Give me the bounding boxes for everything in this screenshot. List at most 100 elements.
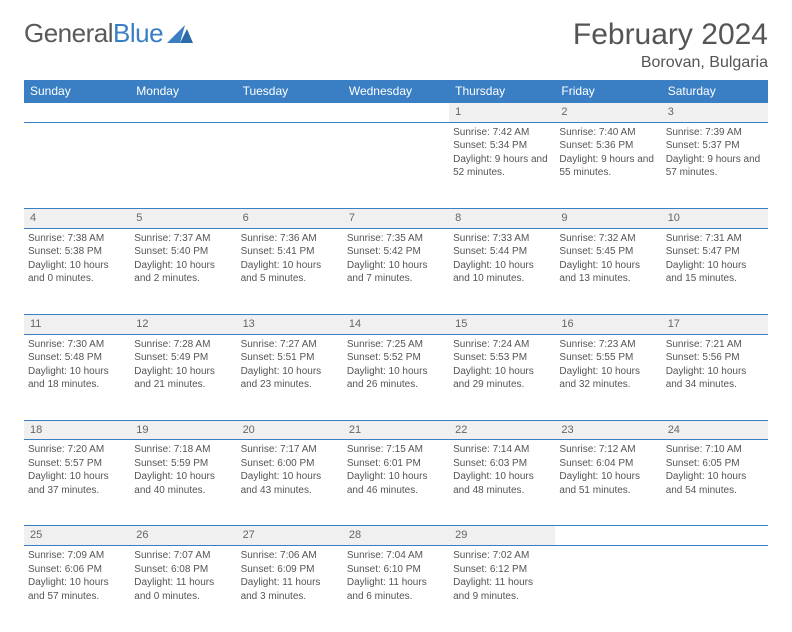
day-info-cell: Sunrise: 7:27 AMSunset: 5:51 PMDaylight:… (237, 334, 343, 420)
sunset-line: Sunset: 5:59 PM (134, 457, 232, 471)
day-info-cell: Sunrise: 7:20 AMSunset: 5:57 PMDaylight:… (24, 440, 130, 526)
day-info-cell (237, 122, 343, 208)
day-number-cell: 22 (449, 420, 555, 440)
day-info-cell (24, 122, 130, 208)
sunset-line: Sunset: 5:36 PM (559, 139, 657, 153)
sunrise-line: Sunrise: 7:23 AM (559, 338, 657, 352)
sunset-line: Sunset: 5:34 PM (453, 139, 551, 153)
day-info-cell: Sunrise: 7:31 AMSunset: 5:47 PMDaylight:… (662, 228, 768, 314)
daylight-line: Daylight: 10 hours and 32 minutes. (559, 365, 657, 392)
day-info-cell: Sunrise: 7:32 AMSunset: 5:45 PMDaylight:… (555, 228, 661, 314)
daylight-line: Daylight: 10 hours and 46 minutes. (347, 470, 445, 497)
sunset-line: Sunset: 5:45 PM (559, 245, 657, 259)
sunset-line: Sunset: 5:56 PM (666, 351, 764, 365)
week-number-row: 123 (24, 103, 768, 123)
day-info-cell: Sunrise: 7:35 AMSunset: 5:42 PMDaylight:… (343, 228, 449, 314)
daylight-line: Daylight: 10 hours and 0 minutes. (28, 259, 126, 286)
day-number-cell (662, 526, 768, 546)
day-header: Thursday (449, 80, 555, 103)
sunset-line: Sunset: 5:37 PM (666, 139, 764, 153)
calendar-body: 123 Sunrise: 7:42 AMSunset: 5:34 PM Daylig… (24, 103, 768, 632)
daylight-line: Daylight: 10 hours and 40 minutes. (134, 470, 232, 497)
sunset-line: Sunset: 6:12 PM (453, 563, 551, 577)
day-number-cell: 25 (24, 526, 130, 546)
daylight-line: Daylight: 9 hours and 55 minutes. (559, 153, 657, 180)
day-info-cell: Sunrise: 7:28 AMSunset: 5:49 PMDaylight:… (130, 334, 236, 420)
day-info-cell: Sunrise: 7:14 AMSunset: 6:03 PMDaylight:… (449, 440, 555, 526)
daylight-line: Daylight: 10 hours and 57 minutes. (28, 576, 126, 603)
daylight-line: Daylight: 11 hours and 0 minutes. (134, 576, 232, 603)
day-info-cell: Sunrise: 7:17 AMSunset: 6:00 PMDaylight:… (237, 440, 343, 526)
day-info-cell: Sunrise: 7:30 AMSunset: 5:48 PMDaylight:… (24, 334, 130, 420)
week-number-row: 11121314151617 (24, 314, 768, 334)
day-number-cell (24, 103, 130, 123)
day-info-cell: Sunrise: 7:23 AMSunset: 5:55 PMDaylight:… (555, 334, 661, 420)
sunset-line: Sunset: 6:00 PM (241, 457, 339, 471)
day-number-cell: 23 (555, 420, 661, 440)
sunrise-line: Sunrise: 7:17 AM (241, 443, 339, 457)
daylight-line: Daylight: 11 hours and 9 minutes. (453, 576, 551, 603)
sunset-line: Sunset: 5:40 PM (134, 245, 232, 259)
daylight-line: Daylight: 10 hours and 5 minutes. (241, 259, 339, 286)
sunset-line: Sunset: 5:42 PM (347, 245, 445, 259)
day-number-cell: 27 (237, 526, 343, 546)
day-info-cell: Sunrise: 7:39 AMSunset: 5:37 PMDaylight:… (662, 122, 768, 208)
sunset-line: Sunset: 6:04 PM (559, 457, 657, 471)
month-title: February 2024 (573, 18, 768, 52)
sunset-line: Sunset: 5:53 PM (453, 351, 551, 365)
day-info-cell: Sunrise: 7:38 AMSunset: 5:38 PMDaylight:… (24, 228, 130, 314)
sunset-line: Sunset: 6:06 PM (28, 563, 126, 577)
calendar-table: SundayMondayTuesdayWednesdayThursdayFrid… (24, 80, 768, 632)
daylight-line: Daylight: 10 hours and 15 minutes. (666, 259, 764, 286)
day-number-cell: 19 (130, 420, 236, 440)
day-info-cell: Sunrise: 7:18 AMSunset: 5:59 PMDaylight:… (130, 440, 236, 526)
day-number-cell (555, 526, 661, 546)
header: GeneralBlue February 2024 Borovan, Bulga… (24, 18, 768, 72)
sunset-line: Sunset: 5:49 PM (134, 351, 232, 365)
daylight-line: Daylight: 10 hours and 37 minutes. (28, 470, 126, 497)
daylight-line: Daylight: 10 hours and 34 minutes. (666, 365, 764, 392)
week-info-row: Sunrise: 7:20 AMSunset: 5:57 PMDaylight:… (24, 440, 768, 526)
sunset-line: Sunset: 5:52 PM (347, 351, 445, 365)
sunrise-line: Sunrise: 7:28 AM (134, 338, 232, 352)
sunset-line: Sunset: 6:01 PM (347, 457, 445, 471)
sunrise-line: Sunrise: 7:12 AM (559, 443, 657, 457)
sunset-line: Sunset: 5:38 PM (28, 245, 126, 259)
day-number-cell: 15 (449, 314, 555, 334)
sunrise-line: Sunrise: 7:42 AM (453, 126, 551, 140)
sunset-line: Sunset: 5:57 PM (28, 457, 126, 471)
sunrise-line: Sunrise: 7:18 AM (134, 443, 232, 457)
day-info-cell: Sunrise: 7:12 AMSunset: 6:04 PMDaylight:… (555, 440, 661, 526)
day-number-cell: 18 (24, 420, 130, 440)
week-number-row: 18192021222324 (24, 420, 768, 440)
sunset-line: Sunset: 5:48 PM (28, 351, 126, 365)
title-block: February 2024 Borovan, Bulgaria (573, 18, 768, 72)
logo-text-1: General (24, 18, 113, 48)
day-number-cell: 29 (449, 526, 555, 546)
sunrise-line: Sunrise: 7:25 AM (347, 338, 445, 352)
day-number-cell: 6 (237, 208, 343, 228)
day-number-cell: 7 (343, 208, 449, 228)
sunrise-line: Sunrise: 7:31 AM (666, 232, 764, 246)
day-number-cell (237, 103, 343, 123)
daylight-line: Daylight: 10 hours and 13 minutes. (559, 259, 657, 286)
daylight-line: Daylight: 10 hours and 7 minutes. (347, 259, 445, 286)
day-number-cell: 3 (662, 103, 768, 123)
day-number-cell: 11 (24, 314, 130, 334)
week-info-row: Sunrise: 7:30 AMSunset: 5:48 PMDaylight:… (24, 334, 768, 420)
daylight-line: Daylight: 10 hours and 51 minutes. (559, 470, 657, 497)
sunrise-line: Sunrise: 7:14 AM (453, 443, 551, 457)
daylight-line: Daylight: 10 hours and 21 minutes. (134, 365, 232, 392)
day-number-cell: 10 (662, 208, 768, 228)
sunset-line: Sunset: 6:08 PM (134, 563, 232, 577)
sunset-line: Sunset: 5:41 PM (241, 245, 339, 259)
day-number-cell: 16 (555, 314, 661, 334)
location: Borovan, Bulgaria (573, 54, 768, 72)
daylight-line: Daylight: 11 hours and 3 minutes. (241, 576, 339, 603)
sunrise-line: Sunrise: 7:40 AM (559, 126, 657, 140)
day-number-cell: 17 (662, 314, 768, 334)
sunrise-line: Sunrise: 7:07 AM (134, 549, 232, 563)
sunset-line: Sunset: 6:09 PM (241, 563, 339, 577)
sunrise-line: Sunrise: 7:35 AM (347, 232, 445, 246)
day-number-cell: 2 (555, 103, 661, 123)
